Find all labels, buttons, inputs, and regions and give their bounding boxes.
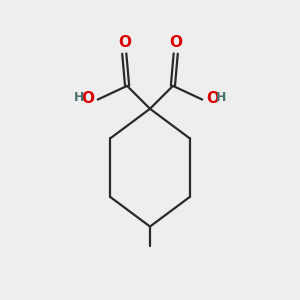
Text: H: H — [74, 91, 84, 104]
Text: O: O — [118, 35, 131, 50]
Text: O: O — [81, 92, 94, 106]
Text: H: H — [216, 91, 226, 104]
Text: O: O — [169, 35, 182, 50]
Text: O: O — [206, 92, 219, 106]
